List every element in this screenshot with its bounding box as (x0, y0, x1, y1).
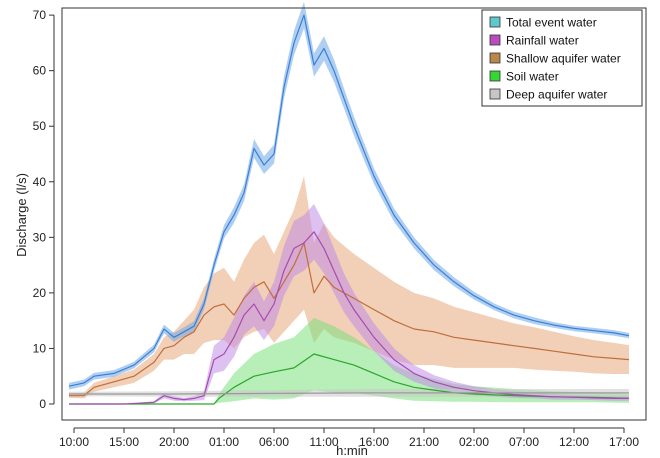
total-event-water-swatch (489, 16, 501, 28)
deep-aquifer-water-legend-label: Deep aquifer water (506, 88, 607, 102)
x-tick-label: 20:00 (159, 435, 189, 449)
total-event-water-line (68, 14, 630, 387)
y-tick-label: 70 (33, 8, 47, 22)
shallow-aquifer-water-swatch (489, 52, 501, 64)
x-tick-label: 15:00 (109, 435, 139, 449)
legend: Total event water Rainfall water Shallow a… (481, 9, 643, 107)
total-event-water-legend-label: Total event water (506, 16, 597, 30)
rainfall-water-band (69, 204, 629, 404)
y-tick-label: 30 (33, 230, 47, 244)
y-tick-label: 20 (33, 286, 47, 300)
shallow-aquifer-water-line (69, 242, 630, 397)
x-tick-label: 02:00 (459, 435, 489, 449)
x-tick-label: 07:00 (509, 435, 539, 449)
deep-aquifer-water-swatch (489, 88, 501, 100)
rainfall-water-line (69, 231, 629, 405)
x-tick-label: 16:00 (359, 435, 389, 449)
x-tick-label: 06:00 (259, 435, 289, 449)
rainfall-water-swatch (489, 34, 501, 46)
soil-water-line (69, 353, 630, 405)
y-tick-label: 10 (33, 341, 47, 355)
x-tick-label: 10:00 (59, 435, 89, 449)
x-tick-label: 12:00 (559, 435, 589, 449)
x-tick-label: 17:00 (609, 435, 639, 449)
x-axis: 10:00 15:00 20:00 01:00 06:00 11:00 16:00 21:00… (59, 427, 639, 449)
y-tick-label: 40 (33, 175, 47, 189)
x-tick-label: 11:00 (309, 435, 338, 449)
series-lines (68, 14, 630, 405)
y-tick-label: 50 (33, 119, 47, 133)
x-axis-title: h:min (336, 443, 368, 458)
y-axis: 0 10 20 30 40 50 60 70 (33, 8, 55, 411)
soil-water-band (69, 317, 629, 404)
plot-frame (61, 7, 647, 421)
deep-aquifer-water-line (69, 392, 629, 395)
shallow-aquifer-water-legend-label: Shallow aquifer water (506, 52, 621, 66)
soil-water-legend-label: Soil water (506, 70, 559, 84)
x-tick-label: 21:00 (409, 435, 439, 449)
x-tick-label: 01:00 (209, 435, 239, 449)
soil-water-swatch (489, 70, 501, 82)
legend-box (481, 9, 643, 107)
y-axis-title: Discharge (l/s) (14, 173, 29, 257)
y-tick-label: 0 (39, 397, 46, 411)
rainfall-water-legend-label: Rainfall water (506, 34, 579, 48)
y-tick-label: 60 (33, 64, 47, 78)
